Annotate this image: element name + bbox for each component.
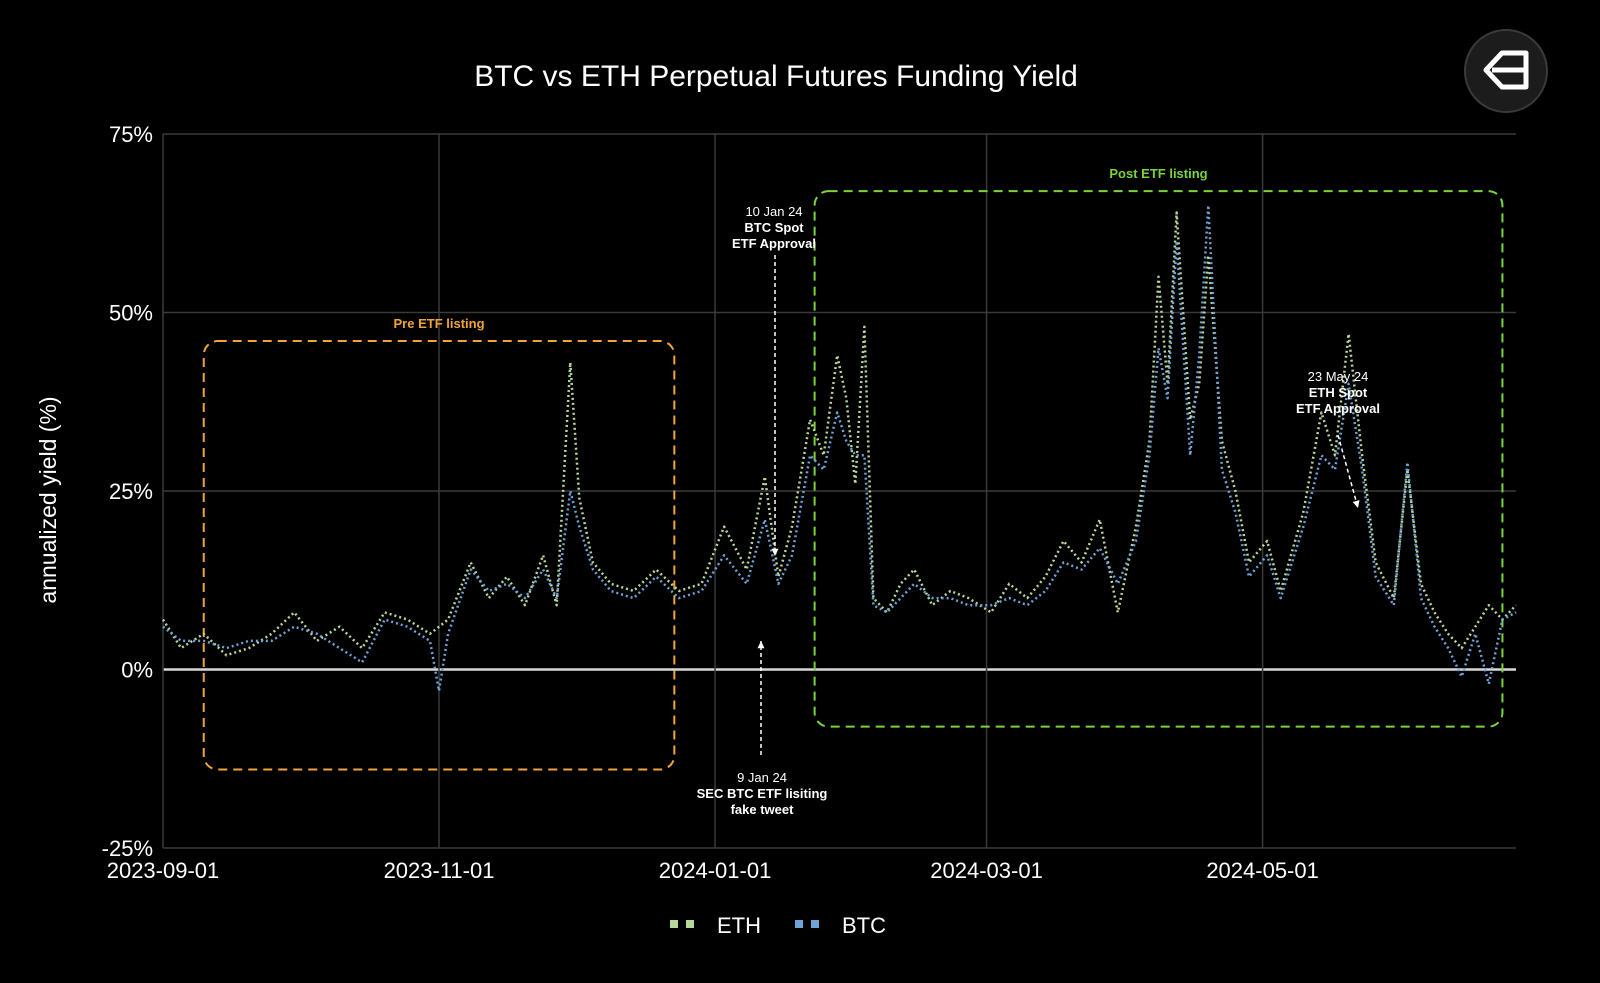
- y-tick-label: 50%: [109, 301, 153, 326]
- region-box: [813, 190, 1504, 728]
- y-axis-label: annualized yield (%): [35, 396, 61, 603]
- legend-swatch: [686, 920, 694, 928]
- region-label: Post ETF listing: [1109, 166, 1207, 181]
- annotation-arrowhead: [771, 548, 779, 556]
- annotation-text: 9 Jan 24: [737, 770, 787, 785]
- legend-label-btc: BTC: [842, 913, 886, 938]
- x-tick-label: 2024-03-01: [930, 858, 1043, 883]
- annotation-text: ETF Approval: [1296, 401, 1380, 416]
- x-tick-label: 2024-05-01: [1206, 858, 1319, 883]
- regions: Pre ETF listing Post ETF listing: [202, 166, 1504, 771]
- grid: [162, 133, 1516, 849]
- y-tick-label: 75%: [109, 122, 153, 147]
- annotation-arrowhead: [1352, 500, 1360, 508]
- x-tick-label: 2023-11-01: [384, 858, 495, 883]
- axis-ticks: 75% 50% 25% 0% -25%2023-09-01 2023-11-01 2024-…: [102, 122, 1319, 883]
- series-lines: [161, 204, 1517, 693]
- region-box: [202, 340, 676, 771]
- series-line-btc: [162, 204, 1517, 693]
- annotation-text: ETH Spot: [1309, 385, 1368, 400]
- chart-title: BTC vs ETH Perpetual Futures Funding Yie…: [474, 60, 1078, 93]
- x-tick-label: 2024-01-01: [659, 858, 772, 883]
- y-tick-label: 25%: [109, 479, 153, 504]
- annotation-arrow: [1337, 434, 1359, 509]
- annotation-text: 10 Jan 24: [745, 204, 802, 219]
- annotation-arrowhead: [757, 641, 765, 649]
- legend-label-eth: ETH: [717, 913, 761, 938]
- legend-swatch: [811, 920, 819, 928]
- annotation-text: 23 May 24: [1308, 369, 1369, 384]
- series-line-eth: [161, 211, 1517, 657]
- legend-swatch: [670, 920, 678, 928]
- x-tick-label: 2023-09-01: [107, 858, 220, 883]
- region-label: Pre ETF listing: [394, 316, 485, 331]
- annotation-text: fake tweet: [731, 802, 795, 817]
- exponential-logo-icon: [1464, 29, 1548, 113]
- legend: ETH BTC: [670, 913, 886, 938]
- annotation-text: SEC BTC ETF lisiting: [697, 786, 828, 801]
- legend-swatch: [795, 920, 803, 928]
- y-tick-label: -25%: [102, 836, 153, 861]
- y-tick-label: 0%: [121, 658, 153, 683]
- annotation-text: BTC Spot: [744, 220, 804, 235]
- annotation-text: ETF Approval: [732, 236, 816, 251]
